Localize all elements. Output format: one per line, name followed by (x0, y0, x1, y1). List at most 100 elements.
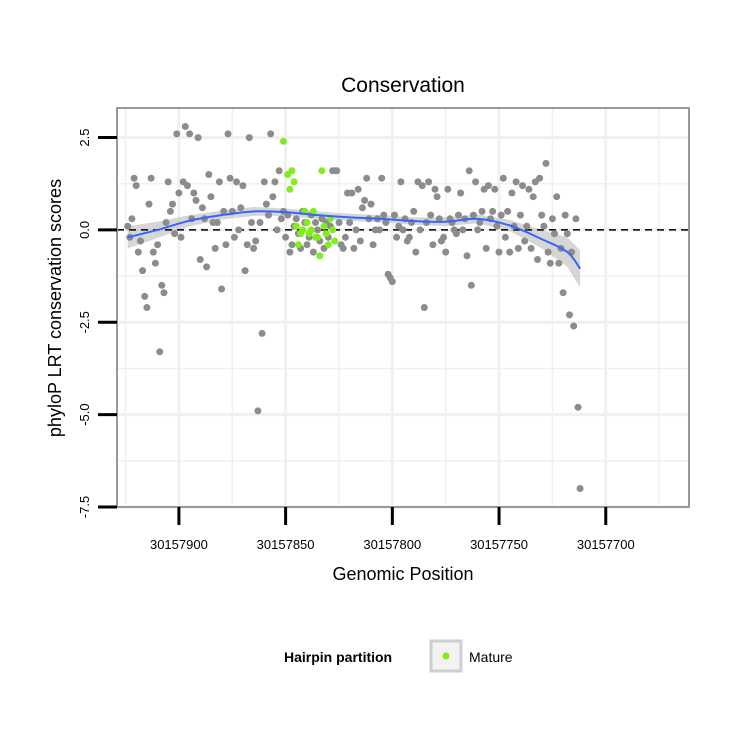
x-axis: 30157900 30157850 30157800 30157750 30157700 (150, 507, 635, 552)
other-point (226, 174, 234, 182)
other-point (548, 215, 556, 223)
other-point (493, 222, 501, 230)
other-point (132, 182, 140, 190)
other-point (288, 241, 296, 249)
other-point (452, 230, 460, 238)
other-point (506, 248, 514, 256)
other-point (512, 178, 520, 186)
other-point (245, 134, 253, 142)
other-point (175, 189, 183, 197)
other-point (154, 241, 162, 249)
x-tick-label: 30157850 (257, 537, 315, 552)
other-point (516, 211, 524, 219)
other-point (346, 219, 354, 226)
other-point (497, 211, 505, 219)
mature-point (314, 233, 322, 241)
other-point (489, 207, 497, 215)
other-point (361, 196, 369, 204)
other-point (158, 281, 166, 289)
other-point (559, 289, 567, 297)
other-point (224, 130, 232, 138)
y-tick-label: -5.0 (77, 403, 92, 425)
other-point (181, 123, 189, 130)
other-point (576, 485, 584, 492)
other-point (463, 252, 471, 260)
other-point (162, 219, 170, 226)
other-point (241, 267, 249, 275)
other-point (427, 211, 435, 219)
other-point (420, 304, 428, 311)
mature-point (299, 226, 307, 234)
other-point (235, 226, 243, 234)
other-point (455, 211, 462, 219)
other-point (478, 207, 486, 215)
other-point (472, 178, 480, 186)
other-point (128, 215, 136, 223)
other-point (474, 226, 482, 234)
other-point (207, 193, 215, 201)
other-point (444, 185, 452, 193)
other-point (205, 171, 213, 178)
mature-point (280, 137, 287, 145)
other-point (341, 233, 349, 241)
other-point (254, 407, 262, 415)
y-tick-label: -2.5 (77, 311, 92, 333)
other-point (514, 244, 522, 252)
other-point (566, 311, 573, 319)
other-point (521, 237, 529, 245)
other-point (495, 248, 503, 256)
other-point (523, 222, 531, 230)
other-point (333, 167, 341, 175)
other-point (169, 200, 176, 208)
other-point (248, 219, 255, 226)
other-point (177, 233, 185, 241)
plot-background (117, 108, 689, 507)
other-point (380, 211, 388, 219)
other-point (367, 200, 375, 208)
mature-point (331, 237, 339, 245)
other-point (262, 200, 270, 208)
x-tick-label: 30157800 (363, 537, 421, 552)
legend-label-mature: Mature (469, 649, 513, 665)
other-point (292, 215, 300, 223)
other-point (482, 244, 490, 252)
other-point (555, 259, 563, 267)
y-tick-label: -7.5 (77, 496, 92, 518)
x-tick-label: 30157900 (150, 537, 208, 552)
other-point (376, 226, 383, 234)
other-point (309, 248, 317, 256)
other-point (269, 193, 277, 201)
other-point (218, 285, 226, 293)
other-point (220, 207, 228, 215)
other-point (256, 219, 264, 226)
smooth-trend-line (127, 210, 581, 270)
plot-frame (116, 107, 690, 508)
other-point (397, 178, 405, 186)
other-point (393, 233, 401, 241)
other-point (137, 237, 144, 245)
other-point (139, 267, 147, 275)
other-point (418, 182, 426, 190)
other-point (369, 241, 377, 249)
other-point (192, 196, 200, 204)
other-point (457, 189, 465, 197)
other-point (570, 322, 578, 330)
legend-title: Hairpin partition (284, 649, 392, 665)
y-tick-label: 2.5 (77, 129, 92, 147)
x-tick-label: 30157700 (577, 537, 635, 552)
other-point (303, 241, 311, 249)
other-point (350, 244, 358, 252)
other-point (286, 248, 294, 256)
mature-point (329, 226, 337, 234)
other-point (267, 130, 275, 138)
other-point (358, 204, 366, 212)
other-point (141, 292, 149, 300)
other-point (151, 259, 159, 267)
other-point (190, 189, 198, 197)
other-point (534, 256, 541, 263)
mature-point (322, 230, 330, 238)
other-point (147, 174, 155, 182)
other-point (499, 174, 507, 182)
other-point (312, 219, 319, 226)
